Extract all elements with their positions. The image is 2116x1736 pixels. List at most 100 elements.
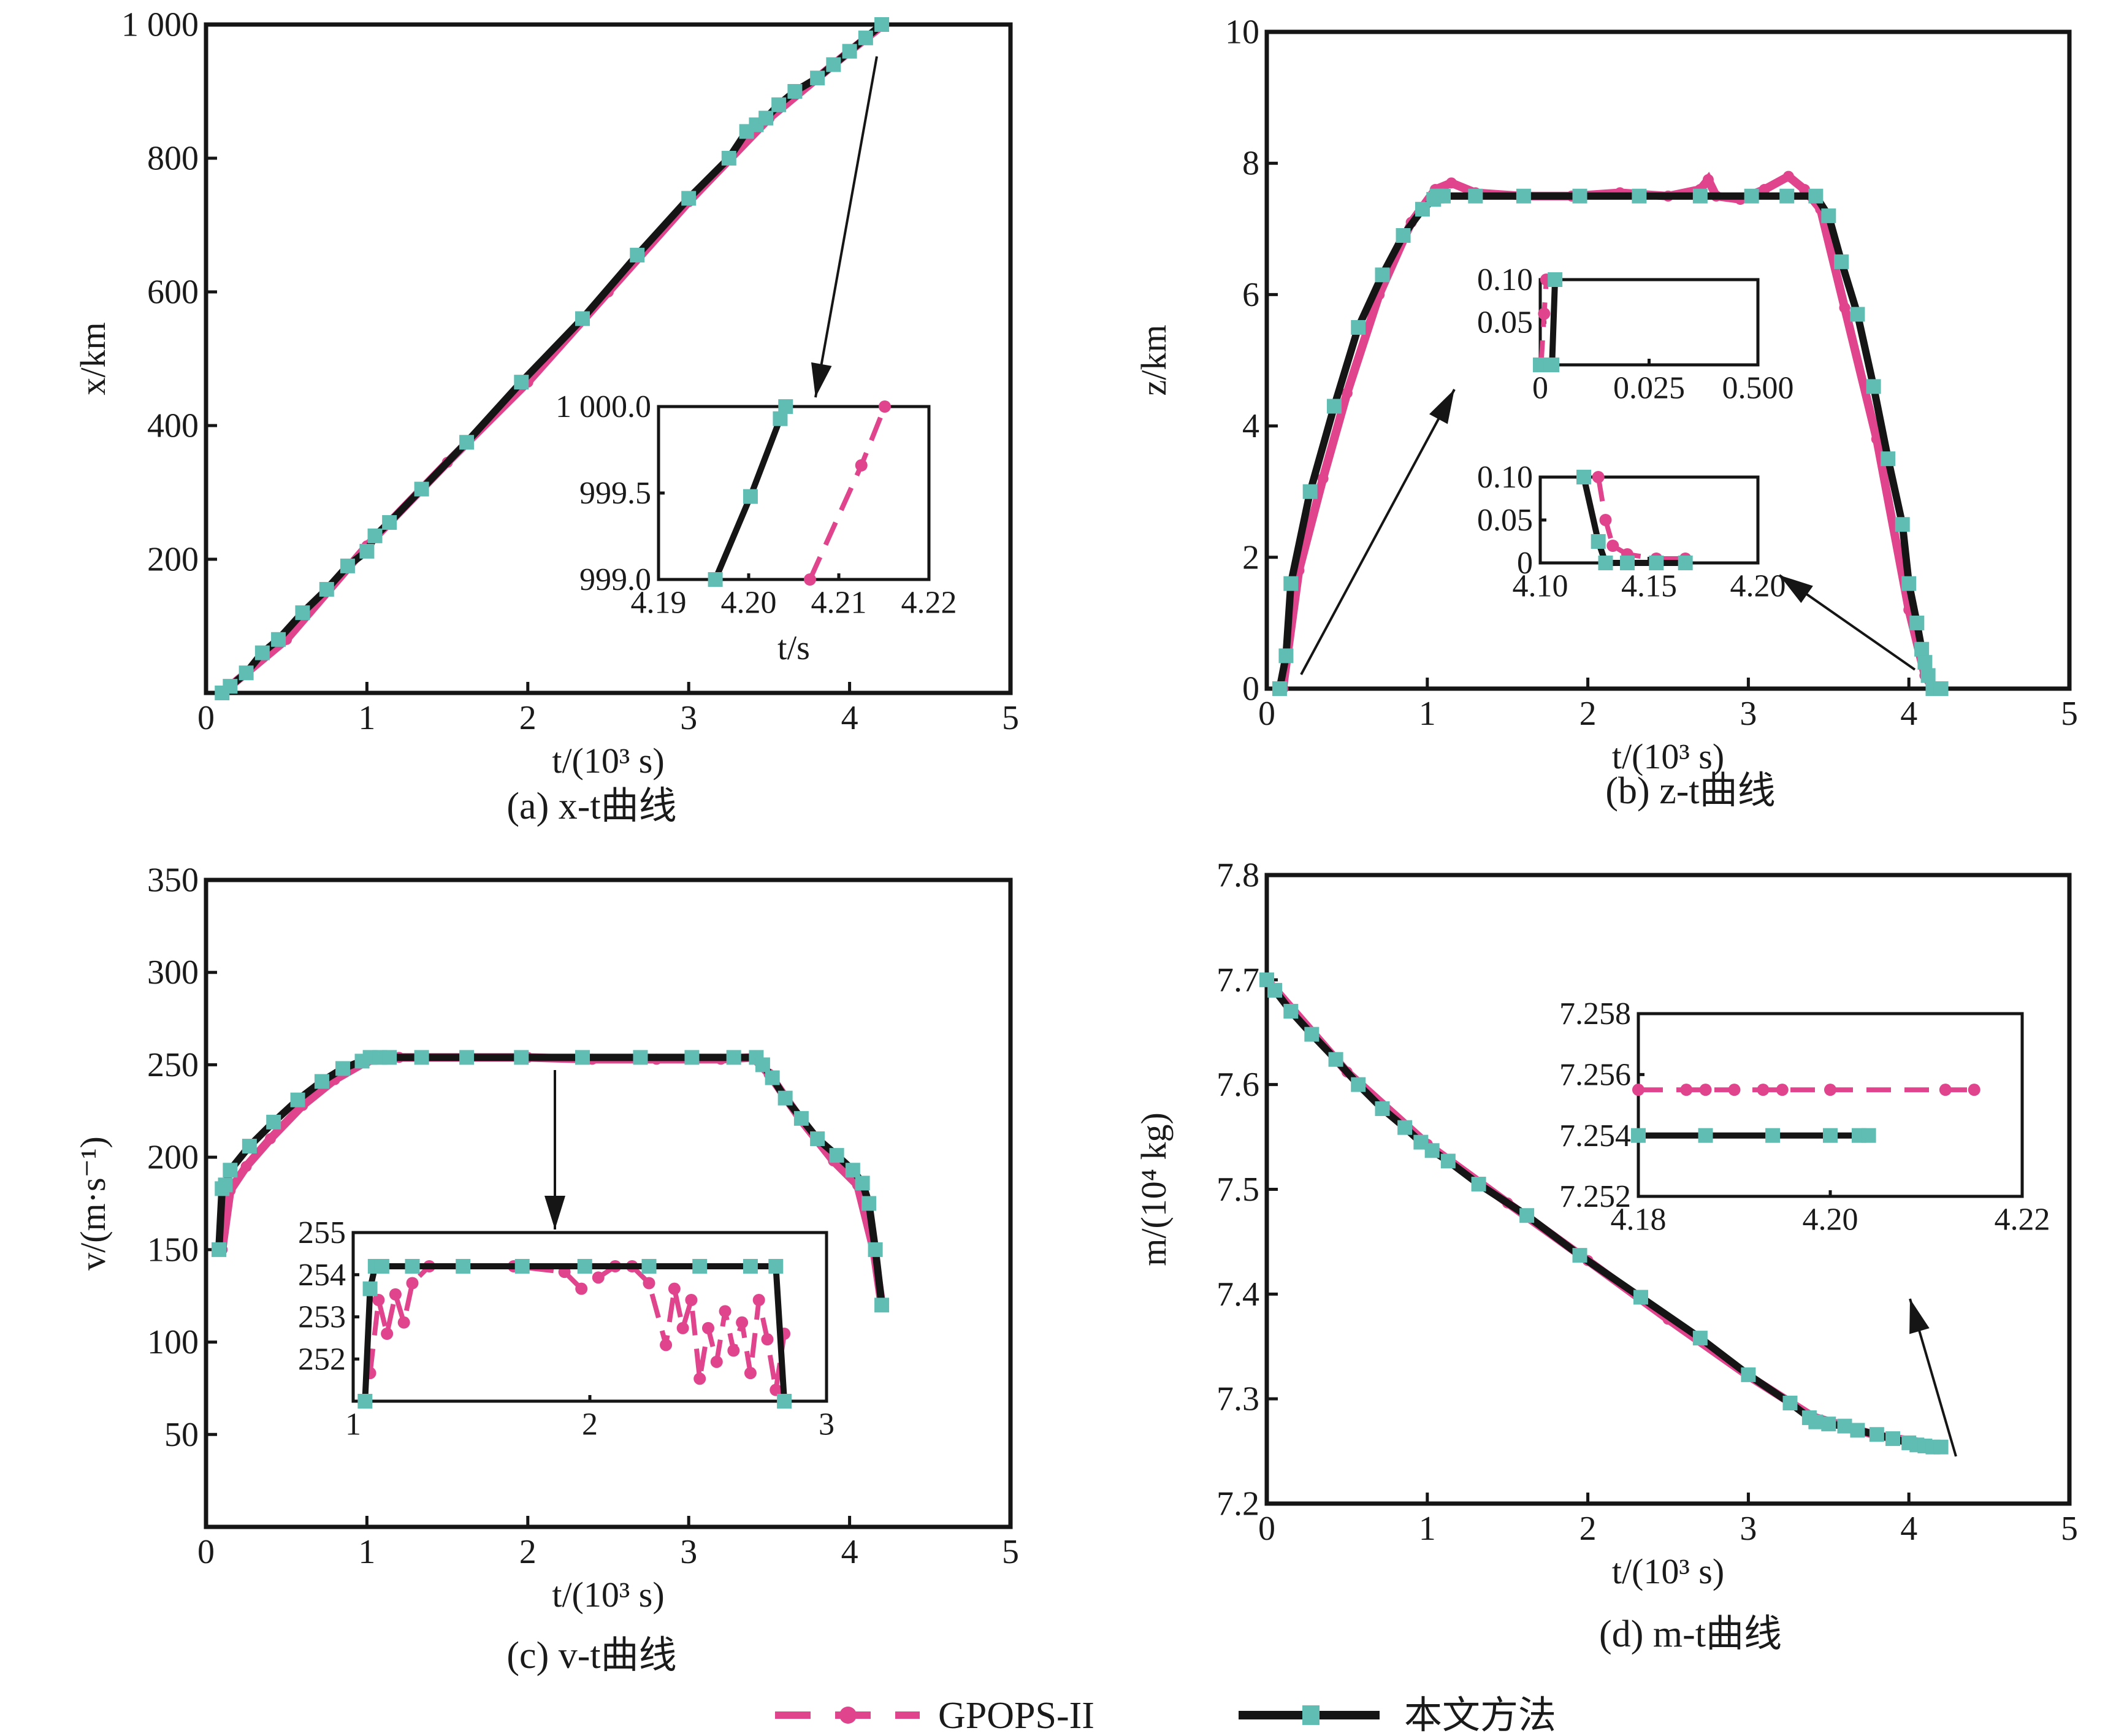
- chart-d-xtick-label: 4: [1900, 1510, 1917, 1548]
- chart-c-method-point: [868, 1242, 883, 1257]
- chart-d-inset-0-gpops-point: [1699, 1084, 1712, 1096]
- chart-a-method-point: [810, 71, 825, 86]
- chart-b-frame: [1264, 29, 2072, 691]
- caption-b: (b) z-t曲线: [1605, 770, 1775, 812]
- chart-c-method-point: [829, 1148, 844, 1163]
- chart-a-method-point: [681, 191, 697, 206]
- chart-c-inset-0-method-point: [456, 1259, 471, 1274]
- chart-b-inset-1: 4.10 4.15 4.20 0 0.05 0.10: [1477, 460, 1786, 603]
- chart-b-inset-1-ytick-label: 0: [1517, 546, 1533, 581]
- chart-c-inset-0-xtick-label: 1: [345, 1407, 361, 1442]
- chart-d-ytick-label: 7.2: [1217, 1485, 1259, 1523]
- chart-b-inset-1-gpops-point: [1606, 540, 1619, 552]
- chart-d-inset-0-gpops-point: [1939, 1084, 1952, 1096]
- chart-b-inset-0-series-method: [1533, 272, 1563, 372]
- chart-c-inset-0-gpops-point: [770, 1383, 782, 1396]
- chart-c-inset-0: 1 2 3 252 253 254 255: [298, 1215, 835, 1442]
- legend-method-label: 本文方法: [1404, 1695, 1556, 1736]
- chart-d-ytick-label: 7.4: [1217, 1275, 1259, 1313]
- legend-gpops-marker: [839, 1707, 857, 1724]
- chart-d-method-point: [1351, 1077, 1366, 1092]
- chart-b-inset-1-ytick-label: 0.05: [1477, 503, 1533, 538]
- chart-a-method-point: [271, 632, 286, 647]
- chart-d-ytick-label: 7.6: [1217, 1066, 1259, 1104]
- chart-d-xtick-label: 0: [1258, 1510, 1275, 1548]
- chart-d-series-method: [1259, 972, 1949, 1455]
- chart-b-xtick-label: 4: [1900, 695, 1917, 733]
- chart-c-inset-0-method-point: [768, 1259, 784, 1274]
- caption-a: (a) x-t曲线: [506, 786, 676, 827]
- chart-b-ytick-label: 6: [1242, 276, 1259, 314]
- chart-a-inset-0-xtick-label: 4.22: [901, 586, 957, 621]
- chart-c-inset-0-method-point: [405, 1259, 420, 1274]
- chart-b-inset-0-xtick-label: 0.025: [1613, 371, 1685, 406]
- chart-c-method-point: [874, 1298, 890, 1313]
- chart-b-method-point: [1283, 576, 1299, 591]
- chart-d-inset-0-ytick-label: 7.256: [1559, 1057, 1631, 1092]
- chart-b-inset-1-gpops-point: [1592, 471, 1605, 483]
- arrow-a-head: [811, 362, 832, 397]
- arrow-b-top: [1300, 389, 1456, 675]
- chart-a-method-point: [382, 515, 397, 530]
- chart-d-method-point: [1304, 1027, 1320, 1042]
- chart-c-method-point: [382, 1050, 397, 1065]
- chart-c-method-point: [290, 1092, 305, 1107]
- chart-a-method-point: [239, 665, 254, 681]
- chart-b-method-point: [1914, 641, 1930, 657]
- chart-b-inset-1-ytick-label: 0.10: [1477, 460, 1533, 495]
- chart-b-method-point: [1821, 208, 1836, 223]
- chart-c-method-point: [777, 1090, 793, 1106]
- legend-method-marker: [1302, 1705, 1320, 1725]
- chart-c-inset-0-gpops-point: [719, 1305, 731, 1318]
- caption-c: (c) v-t曲线: [506, 1635, 676, 1677]
- chart-a-method-point: [223, 679, 238, 694]
- chart-b-inset-0: 0 0.025 0.500 0.05 0.10: [1477, 262, 1794, 405]
- chart-d-inset-0-xtick-label: 4.20: [1803, 1203, 1858, 1237]
- chart-c-inset-0-method-point: [362, 1281, 378, 1296]
- chart-c-ytick-label: 100: [147, 1323, 199, 1361]
- chart-b-method-point: [1302, 484, 1318, 499]
- chart-c-xtick-label: 3: [680, 1533, 697, 1571]
- chart-b-method-point: [1435, 188, 1451, 204]
- chart-d-method-point: [1633, 1290, 1648, 1305]
- chart-a-method-point: [630, 248, 645, 263]
- chart-c-xtick-label: 1: [358, 1533, 375, 1571]
- chart-b-method-point: [1572, 188, 1587, 204]
- chart-d-xlabel: t/(10³ s): [1612, 1551, 1724, 1591]
- chart-b-inset-0-ytick-label: 0.05: [1477, 305, 1533, 340]
- chart-d-xtick-label: 5: [2061, 1510, 2078, 1548]
- chart-c-inset-0-gpops-point: [592, 1271, 605, 1284]
- chart-b-method-point: [1895, 517, 1910, 532]
- chart-b-inset-bg: [1540, 280, 1758, 365]
- chart-d-method-point: [1267, 982, 1283, 998]
- chart-c-method-point: [314, 1074, 329, 1089]
- chart-d-method-point: [1328, 1052, 1343, 1067]
- chart-d-method-point: [1869, 1427, 1884, 1442]
- chart-b-method-point: [1272, 681, 1287, 696]
- chart-d-method-point: [1885, 1431, 1901, 1447]
- chart-b-inset-1-gpops-point: [1599, 514, 1612, 526]
- chart-a-xlabel: t/(10³ s): [552, 741, 664, 781]
- chart-c-inset-0-gpops-point: [752, 1294, 765, 1306]
- chart-c-inset-0-gpops-point: [575, 1282, 588, 1295]
- chart-b: 0 1 2 3 4 5 0 2 4 6 8 10 t/(10³ s) z/km 0 0.025 0.500 0.0…: [1134, 13, 2078, 776]
- chart-b-method-point: [1909, 615, 1925, 630]
- chart-b-gpops-point: [1446, 177, 1457, 189]
- chart-c-inset-0-gpops-line: [367, 1264, 787, 1391]
- chart-c-inset-0-gpops-point: [710, 1355, 723, 1368]
- chart-d-method-point: [1741, 1367, 1756, 1382]
- chart-a-frame: [204, 22, 1013, 695]
- chart-a-xtick-label: 3: [680, 699, 697, 737]
- chart-a-ylabel: x/km: [73, 322, 113, 395]
- chart-c-method-point: [810, 1131, 825, 1146]
- chart-a-method-point: [514, 375, 529, 390]
- chart-b-method-point: [1866, 379, 1881, 394]
- chart-b-method-point: [1901, 576, 1917, 591]
- chart-b-method-point: [1396, 228, 1411, 243]
- chart-a-method-line: [220, 21, 884, 696]
- chart-d-method-point: [1375, 1101, 1390, 1116]
- legend-gpops-label: GPOPS-II: [938, 1695, 1094, 1736]
- chart-b-series-method: [1272, 188, 1949, 696]
- chart-d-inset-0-method-point: [1861, 1128, 1876, 1143]
